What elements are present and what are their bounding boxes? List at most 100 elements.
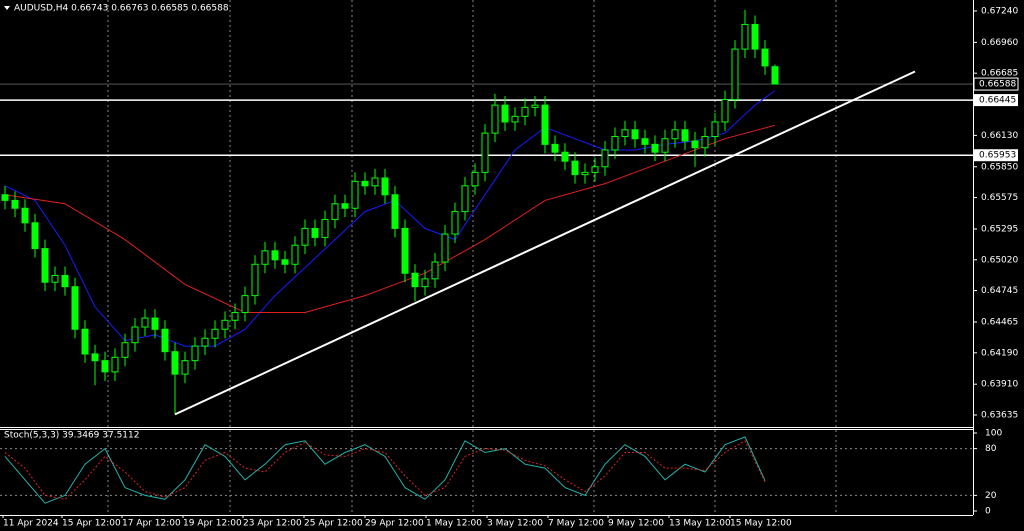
candle-body: [121, 342, 129, 358]
stoch-signal: [4, 440, 766, 500]
candle-body: [1, 194, 9, 201]
candle-body: [581, 171, 589, 176]
candle-body: [71, 286, 79, 330]
candle-body: [271, 250, 279, 261]
y-tick-label: 0.65850: [981, 162, 1018, 172]
candle-body: [761, 48, 769, 67]
candle-body: [171, 351, 179, 375]
candle-body: [291, 244, 299, 265]
candle-body: [31, 222, 39, 250]
candle-body: [671, 129, 679, 140]
candle-body: [561, 151, 569, 162]
candle-body: [771, 66, 779, 85]
x-tick-label: 9 May 12:00: [608, 519, 664, 529]
y-tick-label: 0.66685: [981, 69, 1018, 79]
candle-body: [211, 328, 219, 339]
candle-body: [611, 136, 619, 151]
candle-body: [301, 227, 309, 246]
y-tick-label: 0.65575: [981, 193, 1018, 203]
candle-body: [51, 274, 59, 283]
stoch-title: Stoch(5,3,3) 39.3469 37.5112: [4, 431, 139, 441]
candle-body: [741, 23, 749, 50]
x-tick-label: 19 Apr 12:00: [183, 519, 242, 529]
stoch-tick-label: 0: [985, 507, 991, 517]
x-tick-label: 7 May 12:00: [548, 519, 604, 529]
x-tick-label: 15 May 12:00: [730, 519, 792, 529]
candle-body: [61, 274, 69, 288]
candle-body: [41, 248, 49, 283]
candle-body: [11, 199, 19, 209]
y-tick-label: 0.63635: [981, 411, 1018, 421]
candle-body: [141, 317, 149, 328]
candle-body: [571, 160, 579, 176]
candle-body: [541, 104, 549, 145]
candle-body: [731, 48, 739, 101]
candle-body: [371, 177, 379, 187]
x-tick-label: 1 May 12:00: [426, 519, 482, 529]
candle-body: [651, 143, 659, 153]
candle-body: [221, 319, 229, 330]
x-tick-label: 25 Apr 12:00: [304, 519, 363, 529]
x-tick-label: 17 Apr 12:00: [122, 519, 181, 529]
candle-body: [101, 360, 109, 373]
candle-body: [151, 317, 159, 330]
candle-body: [201, 337, 209, 347]
y-tick-label: 0.64465: [981, 317, 1018, 327]
candle-body: [631, 129, 639, 140]
candle-body: [331, 203, 339, 220]
level-label: 0.65953: [979, 151, 1016, 161]
candle-body: [621, 129, 629, 138]
candle-body: [91, 353, 99, 362]
x-tick-label: 29 Apr 12:00: [365, 519, 424, 529]
candle-body: [491, 104, 499, 134]
y-tick-label: 0.65295: [981, 224, 1018, 234]
candle-body: [161, 328, 169, 353]
menu-arrow[interactable]: [4, 6, 10, 10]
stoch-tick-label: 100: [985, 429, 1002, 439]
candle-body: [181, 360, 189, 375]
level-label-box: [974, 149, 1018, 162]
y-tick-label: 0.65020: [981, 255, 1018, 265]
candle-body: [421, 278, 429, 288]
candle-body: [461, 185, 469, 213]
last-price-label: 0.66588: [979, 80, 1016, 90]
candle-body: [241, 295, 249, 313]
y-tick-label: 0.66130: [981, 131, 1018, 141]
candle-body: [251, 263, 259, 297]
y-tick-label: 0.63910: [981, 380, 1018, 390]
y-tick-label: 0.66960: [981, 38, 1018, 48]
stoch-tick-label: 80: [985, 444, 997, 454]
candle-body: [321, 218, 329, 238]
last-price-box: [973, 77, 1019, 91]
candle-body: [351, 180, 359, 209]
x-tick-label: 3 May 12:00: [487, 519, 543, 529]
moving-average: [4, 124, 776, 313]
x-tick-label: 15 Apr 12:00: [62, 519, 121, 529]
candle-body: [401, 227, 409, 274]
candle-body: [361, 180, 369, 187]
candle-body: [501, 104, 509, 123]
candle-body: [591, 166, 599, 173]
x-tick-label: 23 Apr 12:00: [243, 519, 302, 529]
candle-body: [231, 311, 239, 321]
candle-body: [641, 138, 649, 145]
candle-body: [681, 129, 689, 142]
candle-body: [311, 227, 319, 238]
candle-body: [131, 326, 139, 344]
y-tick-label: 0.64745: [981, 286, 1018, 296]
candle-body: [441, 233, 449, 263]
y-tick-label: 0.64190: [981, 348, 1018, 358]
candle-body: [531, 104, 539, 108]
trendline: [174, 70, 916, 416]
stoch-main: [4, 436, 766, 504]
candle-body: [481, 132, 489, 173]
candle-body: [721, 99, 729, 123]
x-tick-label: 13 May 12:00: [669, 519, 731, 529]
candle-body: [381, 177, 389, 196]
candle-body: [711, 121, 719, 138]
candle-body: [391, 194, 399, 229]
candle-body: [81, 328, 89, 355]
candle-body: [691, 140, 699, 149]
candle-body: [341, 203, 349, 209]
